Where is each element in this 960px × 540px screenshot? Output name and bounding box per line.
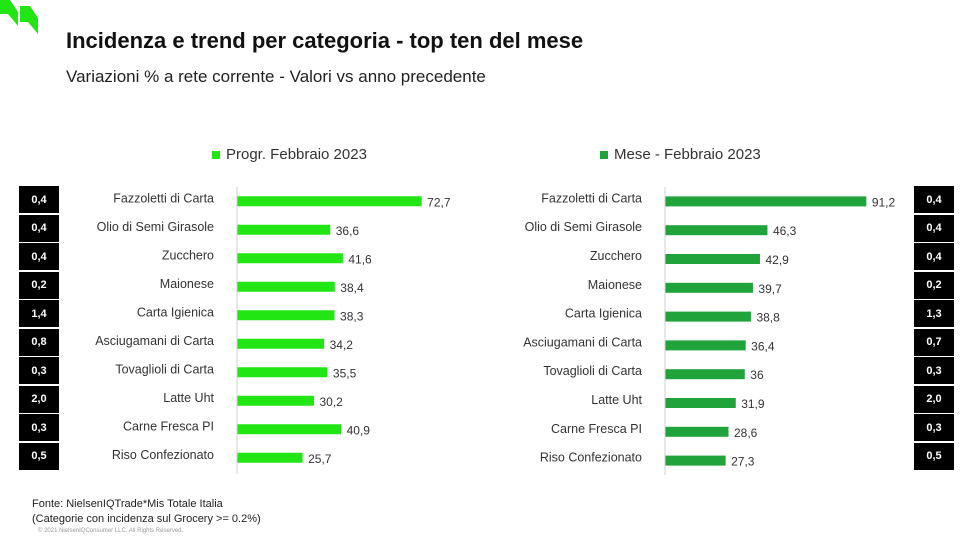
incidence-badge: 0,4 xyxy=(19,243,59,270)
bar-chart-mese: Fazzoletti di Carta 91,2 Olio di Semi Gira… xyxy=(523,187,896,475)
bar xyxy=(237,452,303,463)
data-label: 38,3 xyxy=(340,309,364,323)
data-label: 38,4 xyxy=(340,281,364,295)
incidence-badge: 0,5 xyxy=(19,442,59,470)
data-label: 91,2 xyxy=(872,195,896,209)
data-label: 40,9 xyxy=(347,423,371,437)
category-label: Riso Confezionato xyxy=(112,448,214,462)
incidence-badge: 0,7 xyxy=(914,328,954,356)
category-label: Olio di Semi Girasole xyxy=(525,220,642,234)
data-label: 31,9 xyxy=(741,397,765,411)
legend-right-label: Mese - Febbraio 2023 xyxy=(614,146,761,163)
category-label: Carne Fresca PI xyxy=(551,422,642,436)
source-note: Fonte: NielsenIQTrade*Mis Totale Italia xyxy=(32,498,223,510)
category-label: Latte Uht xyxy=(591,393,642,407)
data-label: 72,7 xyxy=(427,195,451,209)
data-label: 39,7 xyxy=(758,282,782,296)
category-label: Carta Igienica xyxy=(137,305,214,319)
data-label: 36 xyxy=(750,368,764,382)
incidence-badge: 0,4 xyxy=(914,186,954,213)
incidence-badge: 0,4 xyxy=(19,214,59,242)
data-label: 25,7 xyxy=(308,452,332,466)
copyright-text: © 2021 NielsenIQConsumer LLC. All Rights… xyxy=(38,528,184,534)
category-label: Zucchero xyxy=(162,248,214,262)
category-label: Latte Uht xyxy=(163,391,214,405)
incidence-badges-left: 0,4 0,4 0,4 0,2 1,4 0,8 0,3 2,0 0,3 0,5 xyxy=(19,186,59,470)
legend-right-swatch xyxy=(600,150,608,159)
incidence-badge: 2,0 xyxy=(914,385,954,413)
data-label: 38,8 xyxy=(756,311,780,325)
bar xyxy=(237,367,328,378)
incidence-badge: 0,3 xyxy=(19,414,59,441)
nielseniq-logo xyxy=(0,0,38,34)
bar xyxy=(665,225,768,236)
incidence-badge: 0,3 xyxy=(914,414,954,441)
incidence-badge: 1,4 xyxy=(19,300,59,327)
bar xyxy=(665,282,753,293)
category-label: Tovaglioli di Carta xyxy=(115,362,214,376)
incidence-badge: 0,8 xyxy=(19,328,59,356)
category-label: Olio di Semi Girasole xyxy=(97,220,214,234)
page-subtitle: Variazioni % a rete corrente - Valori vs… xyxy=(66,67,486,86)
bar xyxy=(237,224,331,235)
incidence-badge: 0,4 xyxy=(914,214,954,242)
data-label: 42,9 xyxy=(765,253,789,267)
bar xyxy=(237,424,342,435)
bar xyxy=(665,455,726,466)
bar xyxy=(237,310,335,321)
incidence-badge: 0,4 xyxy=(914,243,954,270)
bar-chart-progressivo: Fazzoletti di Carta 72,7 Olio di Semi Gira… xyxy=(95,187,451,474)
bar xyxy=(237,281,335,292)
bar xyxy=(237,253,343,264)
incidence-badge: 0,2 xyxy=(914,271,954,299)
bar xyxy=(665,369,745,380)
data-label: 28,6 xyxy=(734,426,758,440)
category-label: Riso Confezionato xyxy=(540,451,642,465)
legend-left-label: Progr. Febbraio 2023 xyxy=(226,146,367,163)
incidence-badge: 0,3 xyxy=(914,357,954,384)
bar xyxy=(665,196,867,207)
data-label: 35,5 xyxy=(333,366,357,380)
bar xyxy=(665,254,760,264)
data-label: 34,2 xyxy=(330,338,354,352)
legend-left-swatch xyxy=(212,150,220,159)
bar xyxy=(237,196,422,207)
bar xyxy=(665,426,729,437)
category-label: Maionese xyxy=(588,278,642,292)
category-note: (Categorie con incidenza sul Grocery >= … xyxy=(32,513,261,525)
incidence-badge: 2,0 xyxy=(19,385,59,413)
data-label: 27,3 xyxy=(731,455,755,469)
incidence-badge: 1,3 xyxy=(914,300,954,327)
bar xyxy=(237,395,315,406)
category-label: Asciugamani di Carta xyxy=(95,334,214,348)
page-title: Incidenza e trend per categoria - top te… xyxy=(66,28,584,53)
incidence-badges-right: 0,4 0,4 0,4 0,2 1,3 0,7 0,3 2,0 0,3 0,5 xyxy=(914,186,954,470)
incidence-badge: 0,2 xyxy=(19,271,59,299)
incidence-badge: 0,4 xyxy=(19,186,59,213)
category-label: Carta Igienica xyxy=(565,307,642,321)
category-label: Carne Fresca PI xyxy=(123,419,214,433)
bar xyxy=(665,311,751,322)
data-label: 30,2 xyxy=(320,395,344,409)
legend-left: Progr. Febbraio 2023 xyxy=(212,146,367,163)
category-label: Asciugamani di Carta xyxy=(523,335,642,349)
data-label: 36,4 xyxy=(751,339,775,353)
data-label: 41,6 xyxy=(348,252,372,266)
legend-right: Mese - Febbraio 2023 xyxy=(600,146,761,163)
bar xyxy=(665,340,746,351)
category-label: Zucchero xyxy=(590,249,642,263)
data-label: 46,3 xyxy=(773,224,797,238)
incidence-badge: 0,5 xyxy=(914,442,954,470)
incidence-badge: 0,3 xyxy=(19,357,59,384)
bar xyxy=(237,338,325,349)
category-label: Fazzoletti di Carta xyxy=(113,191,214,205)
category-label: Fazzoletti di Carta xyxy=(541,191,642,205)
category-label: Tovaglioli di Carta xyxy=(543,364,642,378)
bar xyxy=(665,398,736,408)
data-label: 36,6 xyxy=(336,224,360,238)
category-label: Maionese xyxy=(160,277,214,291)
